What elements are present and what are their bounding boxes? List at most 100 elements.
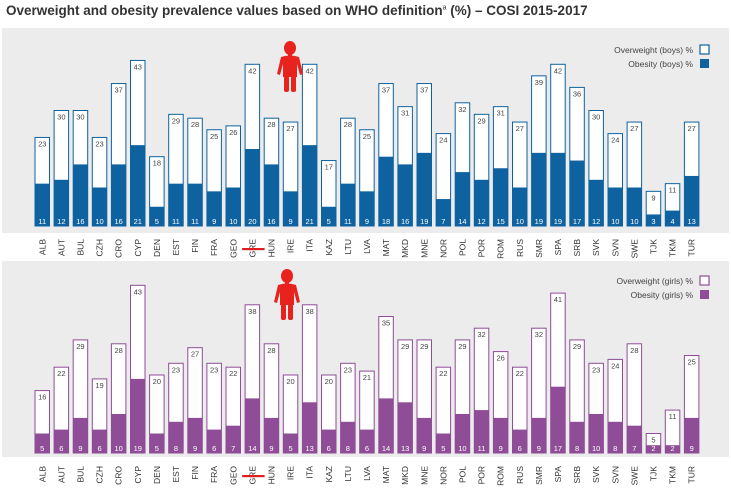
- girls-overweight-label-MKD: 29: [401, 342, 409, 351]
- girls-category-label-SRB: SRB: [572, 466, 582, 484]
- boys-overweight-label-POR: 29: [477, 116, 485, 125]
- boys-obesity-bar-TKM: [665, 210, 680, 226]
- boys-overweight-label-FIN: 28: [191, 120, 199, 129]
- girls-overweight-label-MNE: 29: [420, 342, 428, 351]
- girls-overweight-label-SVK: 23: [592, 365, 600, 374]
- boys-obesity-label-TKM: 4: [670, 217, 674, 226]
- boys-overweight-label-LVA: 25: [363, 132, 371, 141]
- boys-highlight-underline: [242, 248, 265, 251]
- girls-legend-overweight-swatch: [699, 275, 710, 286]
- girls-category-label-TJK: TJK: [648, 466, 658, 481]
- boys-overweight-label-POL: 32: [458, 105, 466, 114]
- girls-category-label-CRO: CRO: [114, 466, 124, 485]
- girls-overweight-label-TUR: 25: [687, 358, 695, 367]
- girls-category-label-TUR: TUR: [687, 466, 697, 483]
- girls-obesity-label-EST: 8: [174, 444, 178, 453]
- boys-overweight-label-SVK: 30: [592, 113, 600, 122]
- boys-obesity-label-POL: 14: [458, 217, 466, 226]
- girls-obesity-label-HUN: 9: [269, 444, 273, 453]
- girls-obesity-label-ALB: 5: [40, 444, 44, 453]
- girls-overweight-label-GRE: 38: [248, 307, 256, 316]
- page-title: Overweight and obesity prevalence values…: [6, 3, 588, 18]
- boys-category-label-GEO: GEO: [228, 239, 238, 258]
- girls-obesity-label-IRE: 5: [288, 444, 292, 453]
- boys-obesity-bar-CRO: [111, 164, 126, 226]
- girls-obesity-label-SVN: 8: [613, 444, 617, 453]
- girl-figure-icon: [274, 269, 300, 320]
- boys-obesity-bar-SPA: [550, 152, 566, 226]
- boys-obesity-bar-DEN: [149, 206, 165, 226]
- girls-obesity-bar-SVN: [608, 421, 623, 453]
- girls-overweight-label-FIN: 27: [191, 350, 199, 359]
- girls-overweight-label-EST: 23: [172, 365, 180, 374]
- boys-category-label-EST: EST: [171, 239, 181, 256]
- girls-overweight-label-RUS: 22: [516, 369, 524, 378]
- girls-obesity-bar-SPA: [550, 386, 566, 453]
- boys-obesity-label-RUS: 10: [516, 217, 524, 226]
- boys-category-label-IRE: IRE: [286, 239, 296, 254]
- girls-obesity-bar-POR: [474, 410, 489, 453]
- boys-obesity-label-SWE: 10: [630, 217, 638, 226]
- boys-obesity-label-GEO: 10: [229, 217, 237, 226]
- boys-obesity-label-POR: 12: [477, 217, 485, 226]
- girls-category-label-SPA: SPA: [553, 466, 563, 483]
- girls-category-label-IRE: IRE: [286, 466, 296, 481]
- boys-category-label-BUL: BUL: [75, 239, 85, 256]
- girls-category-label-ALB: ALB: [37, 466, 47, 482]
- boys-category-label-TUR: TUR: [687, 239, 697, 256]
- boys-obesity-label-IRE: 9: [288, 217, 292, 226]
- girls-category-label-ITA: ITA: [305, 466, 315, 479]
- boys-category-label-LVA: LVA: [362, 239, 372, 254]
- girls-obesity-bar-AUT: [54, 429, 69, 453]
- girls-overweight-label-CYP: 43: [134, 287, 142, 296]
- girls-obesity-label-POL: 10: [458, 444, 466, 453]
- boys-category-label-MAT: MAT: [381, 239, 391, 256]
- boys-obesity-label-MNE: 19: [420, 217, 428, 226]
- girls-obesity-label-POR: 11: [478, 444, 486, 453]
- boys-obesity-bar-SVK: [588, 179, 604, 226]
- girls-obesity-bar-POL: [455, 414, 470, 453]
- girls-overweight-label-MAT: 35: [382, 319, 390, 328]
- boys-obesity-bar-BUL: [73, 164, 88, 226]
- girls-overweight-label-SVN: 24: [611, 361, 619, 370]
- girls-category-label-POL: POL: [457, 466, 467, 483]
- girls-category-label-POR: POR: [477, 466, 487, 484]
- girls-legend-obesity-swatch: [700, 290, 709, 299]
- girls-obesity-label-SWE: 7: [632, 444, 636, 453]
- boys-overweight-label-MNE: 37: [420, 86, 428, 95]
- girls-overweight-label-POR: 32: [477, 330, 485, 339]
- girls-category-label-RUS: RUS: [515, 466, 525, 484]
- boys-overweight-label-AUT: 30: [57, 113, 65, 122]
- boys-category-label-SRB: SRB: [572, 239, 582, 257]
- girls-overweight-label-LVA: 21: [363, 373, 371, 382]
- girls-obesity-label-NOR: 5: [441, 444, 445, 453]
- boys-obesity-bar-AUT: [54, 179, 69, 226]
- girls-overweight-label-ALB: 16: [38, 393, 46, 402]
- girls-overweight-label-TJK: 5: [651, 436, 655, 445]
- boys-obesity-bar-MKD: [397, 164, 413, 226]
- girls-overweight-label-HUN: 28: [267, 346, 275, 355]
- boys-obesity-label-KAZ: 5: [327, 217, 331, 226]
- boys-obesity-label-LTU: 11: [344, 217, 352, 226]
- girls-obesity-bar-SVK: [588, 414, 604, 453]
- girls-obesity-bar-BUL: [73, 417, 88, 453]
- girls-category-label-SWE: SWE: [629, 466, 639, 486]
- girls-obesity-bar-MKD: [397, 402, 413, 453]
- girls-obesity-label-MAT: 14: [382, 444, 390, 453]
- boys-legend-obesity-swatch: [700, 59, 709, 68]
- girls-category-label-MNE: MNE: [419, 466, 429, 485]
- girls-obesity-bar-CRO: [111, 414, 126, 453]
- girls-obesity-label-TKM: 2: [670, 444, 674, 453]
- boys-overweight-label-ROM: 31: [496, 109, 504, 118]
- boys-overweight-label-DEN: 18: [153, 159, 161, 168]
- girls-overweight-label-SPA: 41: [554, 295, 562, 304]
- boys-obesity-bar-ITA: [302, 145, 317, 226]
- boys-overweight-label-EST: 29: [172, 116, 180, 125]
- boys-category-label-MKD: MKD: [400, 239, 410, 258]
- girls-obesity-label-GEO: 7: [231, 444, 235, 453]
- girls-overweight-label-IRE: 20: [286, 377, 294, 386]
- boys-category-label-RUS: RUS: [515, 239, 525, 257]
- girls-obesity-label-DEN: 5: [155, 444, 159, 453]
- boys-category-label-FIN: FIN: [190, 239, 200, 253]
- girls-obesity-label-CRO: 10: [114, 444, 122, 453]
